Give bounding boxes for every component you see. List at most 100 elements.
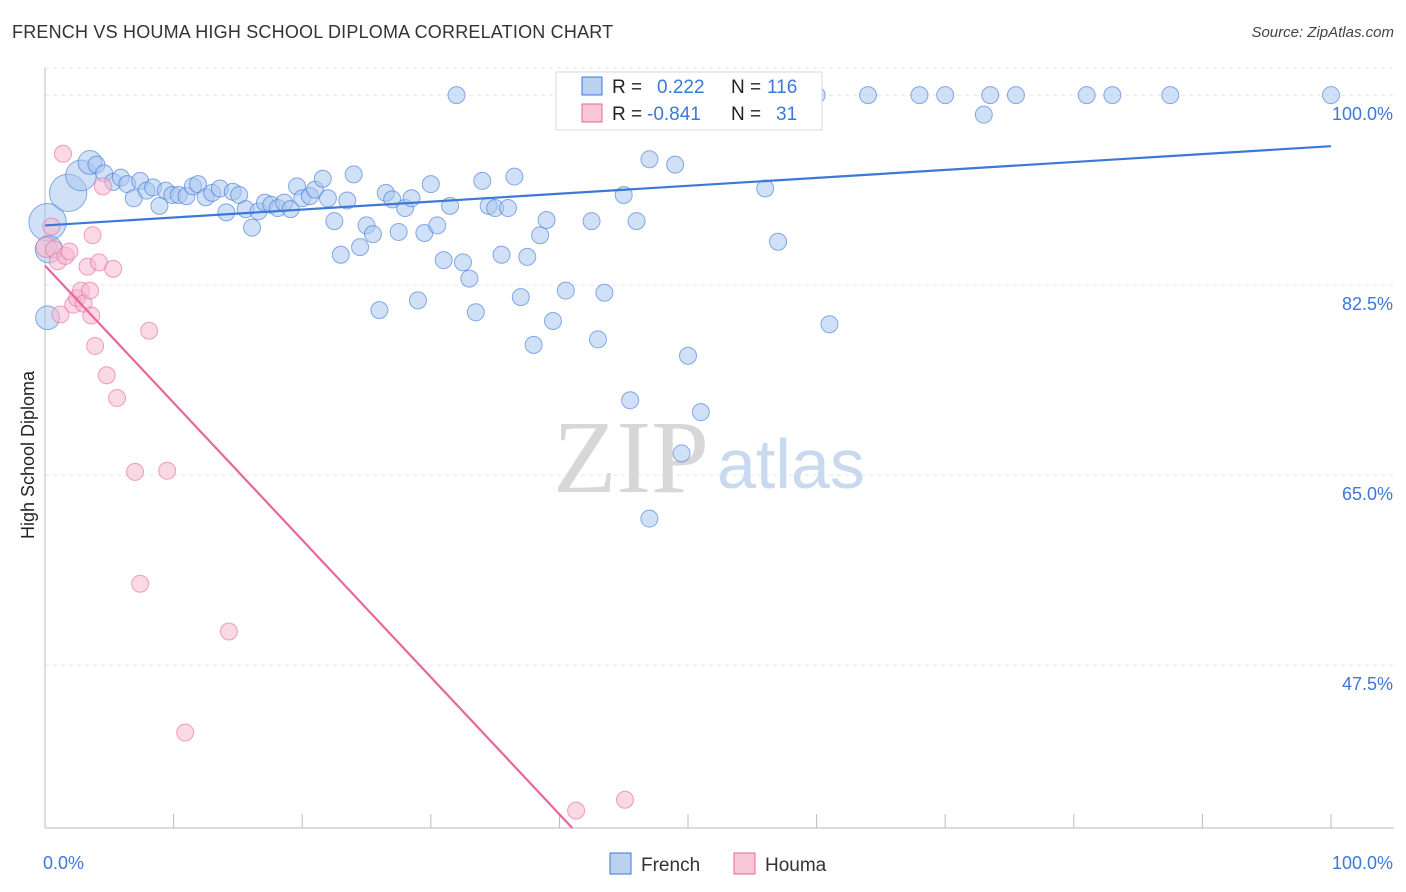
french-point [492,245,511,264]
french-point [243,218,262,237]
houma-point [54,144,73,163]
french-point [981,86,1000,105]
houma-point [158,461,177,480]
stats-r-label-houma: R = [612,104,642,125]
french-point [338,191,357,210]
french-point [505,167,524,186]
french-point [473,171,492,190]
stats-r-value-houma: -0.841 [647,104,701,125]
watermark-atlas: atlas [717,425,865,503]
chart-title: FRENCH VS HOUMA HIGH SCHOOL DIPLOMA CORR… [12,22,614,42]
french-point [666,155,685,174]
french-point [543,311,562,330]
watermark: ZIP atlas [553,400,865,515]
x-tick-label-max: 100.0% [1332,853,1393,873]
houma-point [131,574,150,593]
french-point [511,288,530,307]
trend-layer [44,145,1332,829]
french-point [408,291,427,310]
french-point [389,222,408,241]
stats-n-label-french: N = [731,77,761,98]
french-point [640,509,659,528]
houma-point [51,305,70,324]
houma-point [615,790,634,809]
french-point [325,212,344,231]
french-point [524,335,543,354]
houma-point [83,226,102,245]
french-point [313,169,332,188]
x-tick-label-min: 0.0% [43,853,84,873]
french-point [466,303,485,322]
stats-legend-box: R = 0.222 N = 116 R = -0.841 N = 31 [555,71,823,131]
french-point [679,346,697,365]
french-point [434,251,453,270]
y-axis-title: High School Diploma [18,370,38,539]
houma-trend-line [44,264,574,829]
houma-point [86,336,105,355]
y-tick-label: 65.0% [1342,484,1393,504]
french-point [621,391,640,410]
y-tick-label: 100.0% [1332,104,1393,124]
french-point [363,225,382,244]
legend-label-french: French [641,855,700,876]
french-point [582,212,601,231]
french-point [344,165,363,184]
french-point [627,212,646,231]
axis-layer: 100.0% 82.5% 65.0% 47.5% 0.0% 100.0% [43,68,1394,873]
french-point [756,179,775,198]
chart-source: Source: ZipAtlas.com [1251,24,1394,41]
french-point [217,203,236,222]
points-layer [28,86,1340,820]
french-point [331,245,350,264]
stats-n-value-french: 116 [767,77,797,98]
y-tick-label: 47.5% [1342,674,1393,694]
french-point [859,86,878,105]
french-point [531,226,550,245]
french-trend-line [44,145,1332,227]
houma-point [97,366,116,385]
french-point [370,301,389,320]
french-point [498,199,517,218]
french-point [453,253,472,272]
french-point [769,232,788,251]
houma-point [140,321,159,340]
houma-point [60,242,79,261]
stats-r-label-french: R = [612,77,642,98]
houma-point [219,622,238,641]
french-point [556,281,575,300]
houma-point [176,723,195,742]
houma-point [104,259,123,278]
french-point [537,211,556,229]
stats-swatch-french [581,76,603,96]
legend-label-houma: Houma [765,855,827,876]
french-point [974,105,993,124]
houma-point [126,462,145,481]
french-point [640,150,659,169]
french-point [588,330,607,349]
french-point [1322,86,1340,105]
stats-r-value-french: 0.222 [657,77,705,98]
houma-point [81,281,100,300]
stats-swatch-houma [581,103,603,123]
houma-point [108,389,127,408]
french-point [1103,86,1122,105]
y-tick-label: 82.5% [1342,294,1393,314]
french-point [428,216,447,235]
bottom-legend: French Houma [609,852,827,876]
french-point [1006,86,1025,105]
french-point [318,189,337,208]
houma-point [567,801,586,820]
legend-swatch-french [609,852,632,875]
french-point [672,444,691,463]
french-point [691,403,710,422]
french-point [595,283,614,302]
french-point [1161,86,1180,105]
french-point [518,247,537,266]
stats-n-label-houma: N = [731,104,761,125]
legend-swatch-houma [733,852,756,875]
french-point [150,196,169,215]
french-point [1077,86,1096,105]
french-point [421,175,440,194]
french-point [460,269,479,288]
